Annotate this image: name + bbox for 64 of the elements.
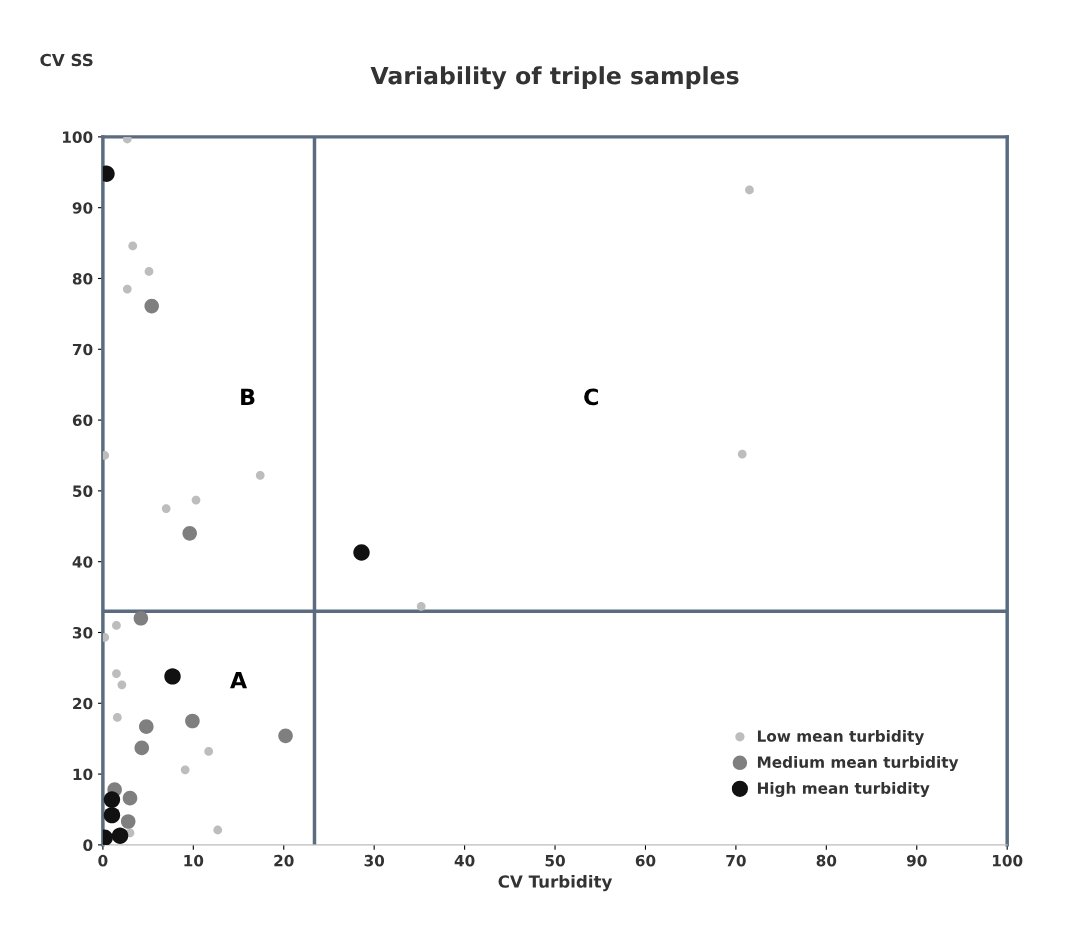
x-tick-label: 100 <box>992 854 1023 867</box>
point <box>128 241 138 251</box>
point <box>191 495 201 505</box>
point <box>416 601 426 611</box>
point <box>182 526 197 541</box>
y-tick-label: 20 <box>73 697 93 710</box>
y-tick-label: 0 <box>83 839 93 851</box>
annotation: B <box>241 388 255 405</box>
x-tick-label: 0 <box>98 854 108 867</box>
point <box>122 284 132 294</box>
point <box>737 449 747 459</box>
legend-label: Medium mean turbidity <box>757 756 959 771</box>
point <box>103 791 121 808</box>
point <box>164 668 181 685</box>
y-tick-label: 80 <box>72 272 93 285</box>
point <box>139 719 154 734</box>
y-tick-label: 100 <box>63 131 93 143</box>
point <box>102 451 110 460</box>
x-tick-label: 20 <box>274 854 294 867</box>
y-tick-label: 50 <box>73 485 93 497</box>
x-tick-label: 70 <box>726 854 746 867</box>
point <box>103 806 121 824</box>
point <box>112 713 122 722</box>
point <box>134 740 150 756</box>
y-tick-label: 40 <box>72 556 93 568</box>
point <box>278 728 293 744</box>
y-axis-title: CV SS <box>40 53 93 67</box>
point <box>255 470 265 480</box>
x-tick-label: 90 <box>906 854 927 867</box>
x-axis-title: CV Turbidity <box>498 874 613 892</box>
chart-title: Variability of triple samples <box>370 66 739 90</box>
x-tick-label: 30 <box>364 854 385 867</box>
point <box>102 633 110 642</box>
point <box>185 713 200 729</box>
x-tick-label: 10 <box>184 854 204 867</box>
x-tick-label: 40 <box>454 854 475 867</box>
point <box>204 747 214 756</box>
point <box>144 267 154 276</box>
annotation: A <box>230 671 248 689</box>
point <box>120 814 136 829</box>
point <box>111 827 129 844</box>
point <box>745 185 754 195</box>
point <box>144 298 159 314</box>
x-tick-label: 80 <box>816 854 837 867</box>
x-tick-label: 50 <box>545 854 565 867</box>
y-tick-label: 30 <box>72 626 93 639</box>
point <box>353 544 370 561</box>
point <box>161 504 171 513</box>
point <box>133 611 149 626</box>
point <box>180 765 190 775</box>
annotation: C <box>584 388 598 406</box>
y-tick-label: 10 <box>73 768 93 781</box>
point <box>112 621 121 630</box>
point <box>117 680 127 690</box>
legend-label: Low mean turbidity <box>757 730 925 745</box>
point <box>213 825 223 835</box>
y-tick-label: 60 <box>72 414 93 427</box>
y-tick-label: 70 <box>72 343 93 356</box>
x-tick-label: 60 <box>635 854 656 867</box>
point <box>122 136 132 144</box>
legend-label: High mean turbidity <box>757 782 930 797</box>
y-tick-label: 90 <box>72 202 93 214</box>
point <box>112 669 121 678</box>
point <box>122 790 138 806</box>
